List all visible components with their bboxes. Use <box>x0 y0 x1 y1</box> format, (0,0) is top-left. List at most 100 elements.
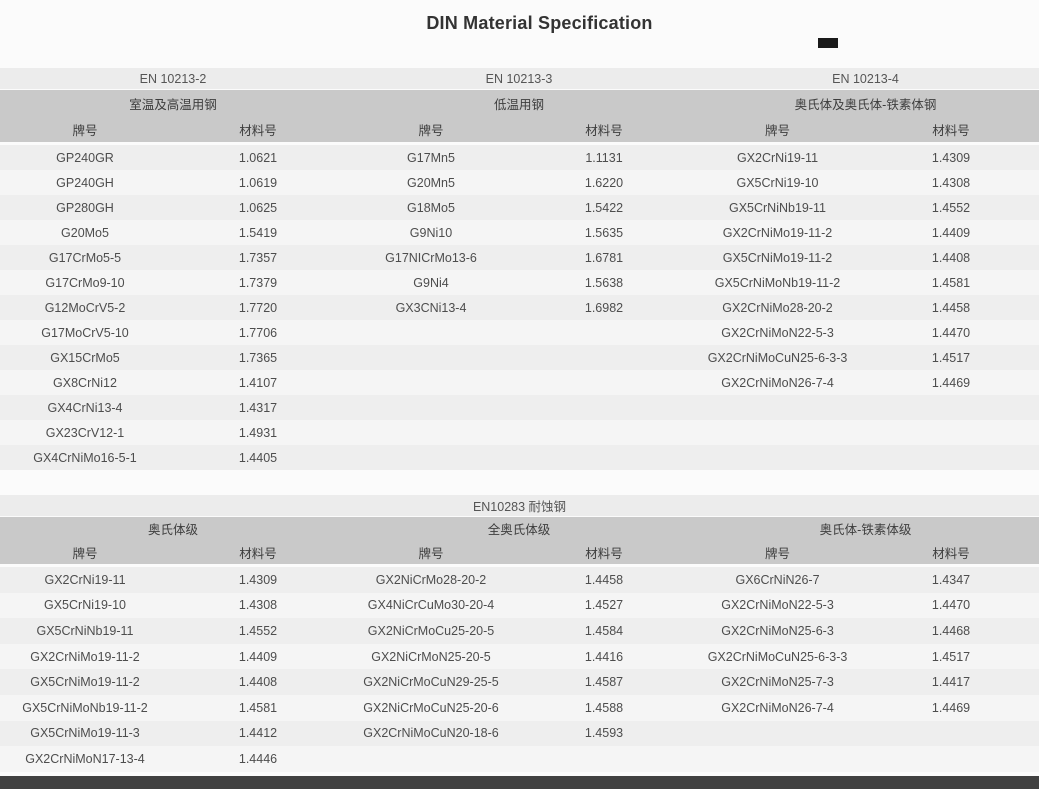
grade-cell: G12MoCrV5-2 <box>44 300 126 315</box>
grade-cell: GX2NiCrMoN25-20-5 <box>371 649 491 664</box>
standard-label: EN10283 耐蚀钢 <box>472 500 567 514</box>
grade-cell: GX5CrNi19-10 <box>736 175 819 190</box>
material-number-cell: 1.1131 <box>585 150 623 165</box>
table-row: G20Mo5 1.5419 G9Ni10 1.5635 GX2CrNiMo19-11-2… <box>0 220 1039 245</box>
material-number-cell: 1.4309 <box>931 150 971 165</box>
unknown-dark-marker <box>818 38 838 48</box>
material-number-cell: 1.4412 <box>238 726 278 741</box>
material-number-cell: 1.4517 <box>931 649 971 664</box>
grade-cell: GX2CrNiMoN17-13-4 <box>25 751 145 766</box>
grade-cell: GX3CNi13-4 <box>395 300 467 315</box>
material-number-cell: 1.5638 <box>584 275 624 290</box>
material-number-cell: 1.4308 <box>238 598 278 613</box>
grade-cell: G18Mo5 <box>407 200 455 215</box>
material-column-header: 材料号 <box>932 123 970 138</box>
material-number-cell: 1.0625 <box>238 200 278 215</box>
grade-column-header: 牌号 <box>72 123 98 138</box>
grade-cell: G17Mn5 <box>407 150 455 165</box>
standards-band: EN10283 耐蚀钢 <box>0 495 1039 516</box>
standard-label: EN 10213-3 <box>485 71 553 86</box>
material-number-cell: 1.4469 <box>931 375 971 390</box>
material-number-cell: 1.4309 <box>238 572 278 587</box>
table-row: GX5CrNiMoNb19-11-2 1.4581 GX2NiCrMoCuN25-2… <box>0 694 1039 721</box>
category-label: 低温用钢 <box>493 97 544 112</box>
grade-cell: GX5CrNiMo19-11-2 <box>30 675 140 690</box>
table-row: GX8CrNi12 1.4107 GX2CrNiMoN26-7-4 1.4469 <box>0 370 1039 395</box>
material-number-cell: 1.0619 <box>238 175 278 190</box>
category-band: 奥氏体级 全奥氏体级 奥氏体-铁素体级 <box>0 517 1039 540</box>
table-row: GX4CrNi13-4 1.4317 <box>0 395 1039 420</box>
page-title: DIN Material Specification <box>426 13 653 33</box>
material-number-cell: 1.0621 <box>238 150 278 165</box>
column-header-band: 牌号 材料号 牌号 材料号 牌号 材料号 <box>0 116 1039 142</box>
grade-cell: GX2CrNi19-11 <box>44 572 126 587</box>
material-number-cell: 1.4588 <box>584 700 624 715</box>
material-column-header: 材料号 <box>585 546 623 561</box>
grade-cell: GX2CrNi19-11 <box>736 150 819 165</box>
grade-cell: GX15CrMo5 <box>50 350 120 365</box>
material-number-cell: 1.4581 <box>238 700 278 715</box>
table-body: GX2CrNi19-11 1.4309 GX2NiCrMo28-20-2 1.4458… <box>0 567 1039 772</box>
table-row: GX23CrV12-1 1.4931 <box>0 420 1039 445</box>
material-number-cell: 1.7357 <box>238 250 278 265</box>
material-number-cell: 1.4470 <box>931 598 971 613</box>
material-column-header: 材料号 <box>239 123 277 138</box>
category-label: 全奥氏体级 <box>487 523 551 537</box>
table-row: G17CrMo9-10 1.7379 G9Ni4 1.5638 GX5CrNiMoNb1… <box>0 270 1039 295</box>
category-label: 室温及高温用钢 <box>129 97 217 112</box>
grade-cell: GX2CrNiMo19-11-2 <box>722 225 833 240</box>
grade-cell: G17CrMo9-10 <box>45 275 125 290</box>
material-number-cell: 1.4408 <box>238 675 278 690</box>
grade-cell: GX5CrNiMo19-11-3 <box>30 726 140 741</box>
grade-cell: GP280GH <box>56 200 114 215</box>
grade-cell: GX2CrNiMoN22-5-3 <box>721 598 834 613</box>
material-number-cell: 1.4317 <box>238 400 278 415</box>
grade-cell: GX6CrNiN26-7 <box>735 572 820 587</box>
material-number-cell: 1.7379 <box>238 275 278 290</box>
standard-label: EN 10213-4 <box>832 71 899 86</box>
table-row: GX5CrNiMo19-11-3 1.4412 GX2CrNiMoCuN20-18-… <box>0 720 1039 747</box>
material-number-cell: 1.4517 <box>931 350 971 365</box>
grade-column-header: 牌号 <box>72 546 98 561</box>
grade-cell: GX5CrNiMoNb19-11-2 <box>22 700 148 715</box>
material-number-cell: 1.4552 <box>931 200 971 215</box>
material-number-cell: 1.4469 <box>931 700 971 715</box>
material-number-cell: 1.4347 <box>931 572 971 587</box>
column-header-band: 牌号 材料号 牌号 材料号 牌号 材料号 <box>0 540 1039 564</box>
grade-cell: GX2CrNiMo28-20-2 <box>722 300 833 315</box>
grade-cell: GP240GR <box>56 150 114 165</box>
grade-cell: GX5CrNiMo19-11-2 <box>722 250 833 265</box>
material-number-cell: 1.4409 <box>931 225 971 240</box>
material-number-cell: 1.7365 <box>238 350 278 365</box>
table-en10213: EN 10213-2 EN 10213-3 EN 10213-4 室温及高温用钢… <box>0 68 1039 470</box>
table-row: G17CrMo5-5 1.7357 G17NICrMo13-6 1.6781 GX5Cr… <box>0 245 1039 270</box>
grade-cell: GX4CrNiMo16-5-1 <box>33 450 137 465</box>
material-number-cell: 1.4584 <box>584 623 624 638</box>
grade-cell: GX2NiCrMoCuN25-20-6 <box>363 700 499 715</box>
grade-cell: G17CrMo5-5 <box>48 250 122 265</box>
grade-cell: GX2CrNiMo19-11-2 <box>30 649 140 664</box>
grade-cell: GX2CrNiMoN25-7-3 <box>721 675 834 690</box>
category-label: 奥氏体级 <box>147 523 198 537</box>
material-number-cell: 1.5635 <box>584 225 624 240</box>
grade-cell: GX2NiCrMo28-20-2 <box>375 572 487 587</box>
table-en10283: EN10283 耐蚀钢 奥氏体级 全奥氏体级 奥氏体-铁素体级 牌号 材料号 牌… <box>0 495 1039 772</box>
material-number-cell: 1.4458 <box>584 572 624 587</box>
grade-cell: GX2CrNiMoCuN25-6-3-3 <box>707 649 848 664</box>
table-row: GX2CrNiMoN17-13-4 1.4446 <box>0 746 1039 772</box>
grade-column-header: 牌号 <box>764 546 790 561</box>
grade-cell: GX2CrNiMoN25-6-3 <box>721 623 834 638</box>
grade-column-header: 牌号 <box>418 546 444 561</box>
table-row: G12MoCrV5-2 1.7720 GX3CNi13-4 1.6982 GX2CrNi… <box>0 295 1039 320</box>
material-number-cell: 1.4552 <box>238 623 278 638</box>
material-number-cell: 1.4308 <box>931 175 971 190</box>
grade-cell: GX2NiCrMoCu25-20-5 <box>367 623 495 638</box>
standard-label: EN 10213-2 <box>139 71 207 86</box>
table-row: GP240GH 1.0619 G20Mn5 1.6220 GX5CrNi19-10 1.4… <box>0 170 1039 195</box>
category-label: 奥氏体及奥氏体-铁素体钢 <box>794 97 937 112</box>
grade-cell: G17NICrMo13-6 <box>385 250 477 265</box>
material-column-header: 材料号 <box>932 546 970 561</box>
table-row: GP280GH 1.0625 G18Mo5 1.5422 GX5CrNiNb19-11 1… <box>0 195 1039 220</box>
grade-column-header: 牌号 <box>418 123 444 138</box>
material-number-cell: 1.4416 <box>584 649 624 664</box>
